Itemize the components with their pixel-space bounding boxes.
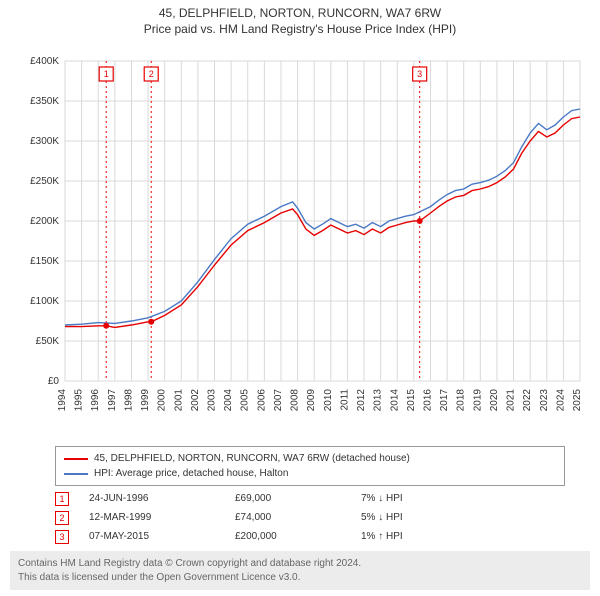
transaction-pct-vs-hpi: 1% ↑ HPI	[361, 531, 441, 542]
legend-swatch	[64, 458, 88, 460]
svg-text:2016: 2016	[422, 389, 433, 412]
svg-text:2022: 2022	[522, 389, 533, 412]
svg-text:£250K: £250K	[30, 176, 59, 187]
transaction-row: 2 12-MAR-1999 £74,000 5% ↓ HPI	[55, 508, 565, 527]
svg-text:2015: 2015	[406, 389, 417, 412]
svg-text:2009: 2009	[306, 389, 317, 412]
svg-text:2020: 2020	[489, 389, 500, 412]
transaction-date: 24-JUN-1996	[89, 493, 229, 504]
legend-item: HPI: Average price, detached house, Halt…	[64, 466, 556, 481]
svg-text:2000: 2000	[157, 389, 168, 412]
transaction-marker: 1	[55, 492, 69, 506]
svg-text:£150K: £150K	[30, 256, 59, 267]
svg-text:2006: 2006	[256, 389, 267, 412]
transaction-marker: 2	[55, 511, 69, 525]
svg-text:2010: 2010	[323, 389, 334, 412]
svg-text:2002: 2002	[190, 389, 201, 412]
svg-text:2013: 2013	[373, 389, 384, 412]
legend-item: 45, DELPHFIELD, NORTON, RUNCORN, WA7 6RW…	[64, 451, 556, 466]
svg-text:2014: 2014	[389, 389, 400, 412]
svg-text:£50K: £50K	[36, 336, 60, 347]
chart-title: 45, DELPHFIELD, NORTON, RUNCORN, WA7 6RW	[0, 6, 600, 20]
svg-text:£200K: £200K	[30, 216, 59, 227]
svg-text:2012: 2012	[356, 389, 367, 412]
svg-text:2018: 2018	[456, 389, 467, 412]
svg-text:2: 2	[149, 69, 154, 79]
svg-text:£400K: £400K	[30, 56, 59, 67]
svg-text:2017: 2017	[439, 389, 450, 412]
footer-attribution: Contains HM Land Registry data © Crown c…	[10, 551, 590, 590]
svg-text:2019: 2019	[472, 389, 483, 412]
legend-label: HPI: Average price, detached house, Halt…	[94, 466, 288, 481]
transaction-price: £69,000	[235, 493, 355, 504]
svg-text:2001: 2001	[173, 389, 184, 412]
footer-line: This data is licensed under the Open Gov…	[18, 571, 582, 585]
transaction-row: 3 07-MAY-2015 £200,000 1% ↑ HPI	[55, 527, 565, 546]
svg-text:1994: 1994	[57, 389, 68, 412]
transactions-table: 1 24-JUN-1996 £69,000 7% ↓ HPI 2 12-MAR-1999 £…	[55, 489, 565, 546]
svg-text:1: 1	[104, 69, 109, 79]
transaction-date: 07-MAY-2015	[89, 531, 229, 542]
svg-text:2004: 2004	[223, 389, 234, 412]
footer-line: Contains HM Land Registry data © Crown c…	[18, 557, 582, 571]
transaction-pct-vs-hpi: 5% ↓ HPI	[361, 512, 441, 523]
legend-swatch	[64, 473, 88, 475]
svg-text:2007: 2007	[273, 389, 284, 412]
svg-text:2008: 2008	[290, 389, 301, 412]
svg-text:1998: 1998	[123, 389, 134, 412]
svg-text:2025: 2025	[572, 389, 583, 412]
svg-text:£0: £0	[48, 376, 60, 387]
transaction-marker: 3	[55, 530, 69, 544]
transaction-price: £74,000	[235, 512, 355, 523]
svg-text:1999: 1999	[140, 389, 151, 412]
chart-subtitle: Price paid vs. HM Land Registry's House …	[0, 22, 600, 36]
transaction-date: 12-MAR-1999	[89, 512, 229, 523]
svg-text:1995: 1995	[74, 389, 85, 412]
svg-text:2005: 2005	[240, 389, 251, 412]
svg-text:£100K: £100K	[30, 296, 59, 307]
svg-text:1997: 1997	[107, 389, 118, 412]
legend-box: 45, DELPHFIELD, NORTON, RUNCORN, WA7 6RW…	[55, 446, 565, 486]
legend-label: 45, DELPHFIELD, NORTON, RUNCORN, WA7 6RW…	[94, 451, 410, 466]
svg-text:2003: 2003	[207, 389, 218, 412]
chart-container: £0 £50K £100K £150K £200K £250K £300K £350K £400…	[10, 56, 590, 436]
svg-text:1996: 1996	[90, 389, 101, 412]
line-chart: £0 £50K £100K £150K £200K £250K £300K £350K £400…	[10, 56, 590, 436]
transaction-row: 1 24-JUN-1996 £69,000 7% ↓ HPI	[55, 489, 565, 508]
svg-text:£350K: £350K	[30, 96, 59, 107]
svg-text:2011: 2011	[339, 389, 350, 411]
svg-text:2021: 2021	[506, 389, 517, 412]
transaction-pct-vs-hpi: 7% ↓ HPI	[361, 493, 441, 504]
svg-text:2024: 2024	[555, 389, 566, 412]
svg-text:£300K: £300K	[30, 136, 59, 147]
transaction-price: £200,000	[235, 531, 355, 542]
svg-text:3: 3	[417, 69, 422, 79]
svg-text:2023: 2023	[539, 389, 550, 412]
